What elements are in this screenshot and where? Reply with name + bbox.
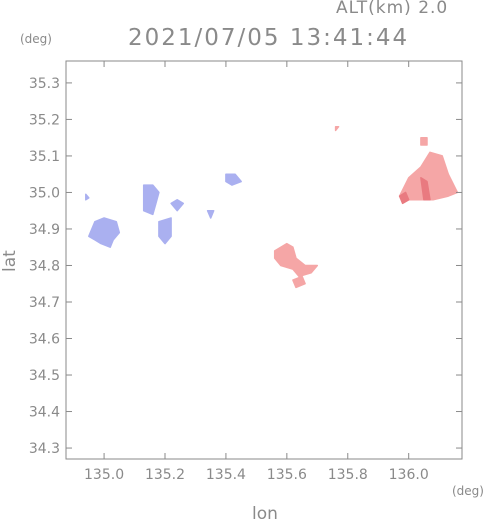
echo-region-negative-2 [142,184,160,216]
y-tick-label: 34.3 [29,441,60,457]
echo-region-negative-5 [206,209,215,219]
x-unit-label: (deg) [452,484,484,498]
y-tick-label: 34.6 [29,332,60,348]
x-tick-label: 135.2 [145,467,185,483]
y-tick-label: 34.8 [29,258,60,274]
y-tick-label: 34.7 [29,295,60,311]
altitude-label: ALT(km) 2.0 [336,0,449,18]
echo-region-positive_strong-13 [420,177,431,201]
echo-layer [85,125,459,289]
y-tick-label: 34.5 [29,368,60,384]
echo-region-negative-6 [225,173,242,186]
echo-region-negative-3 [158,217,172,245]
chart-title: 2021/07/05 13:41:44 [128,25,410,51]
x-tick-label: 136.0 [389,467,429,483]
x-tick-label: 135.0 [84,467,124,483]
y-tick-label: 34.9 [29,222,60,238]
x-axis-label: lon [252,504,278,524]
x-tick-label: 135.4 [206,467,246,483]
y-tick-label: 35.1 [29,149,60,165]
y-unit-label: (deg) [20,32,52,46]
echo-region-negative-0 [88,217,121,248]
echo-region-positive_strong-12 [398,191,410,205]
y-tick-label: 34.4 [29,405,60,421]
x-tick-label: 135.8 [328,467,368,483]
y-tick-label: 35.0 [29,185,60,201]
echo-region-positive-8 [292,275,306,289]
y-tick-label: 35.3 [29,76,60,92]
tick-layer: 34.3 34.4 34.5 34.6 34.7 34.8 34.9 35.0 35.1 35.2… [29,61,462,483]
echo-region-negative-1 [85,193,90,201]
echo-region-positive-7 [273,242,319,278]
x-tick-label: 135.6 [267,467,307,483]
echo-region-positive-9 [334,125,340,132]
echo-region-positive-11 [420,136,428,146]
echo-region-positive-10 [398,151,459,201]
y-tick-label: 35.2 [29,112,60,128]
plot-frame [65,60,463,460]
echo-region-negative-4 [170,199,185,212]
